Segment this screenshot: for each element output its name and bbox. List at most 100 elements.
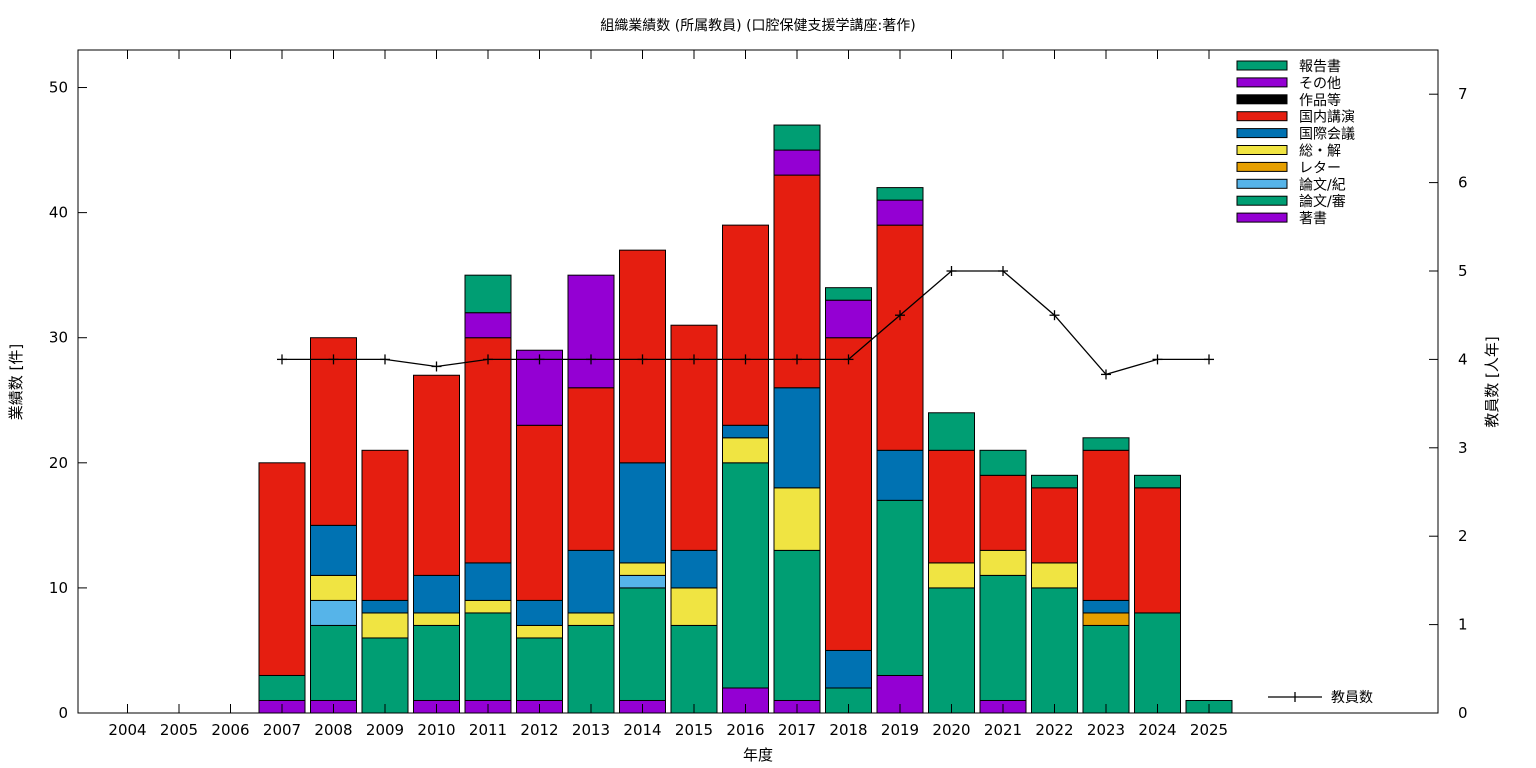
y-axis-title: 業績数 [件] xyxy=(7,344,25,420)
legend-label: 国際会議 xyxy=(1299,126,1355,143)
y2-tick-label: 6 xyxy=(1458,174,1468,192)
bar-segment xyxy=(516,599,563,626)
legend-swatch xyxy=(1236,111,1288,122)
bar-segment xyxy=(516,637,563,701)
bar-segment xyxy=(722,224,769,426)
line-point xyxy=(328,354,339,365)
line-point xyxy=(637,354,648,365)
bar-segment xyxy=(464,337,512,564)
bar-segment xyxy=(1082,449,1130,601)
bar-segment xyxy=(1031,587,1078,714)
x-tick-label: 2008 xyxy=(314,721,352,739)
bar-segment xyxy=(619,462,666,564)
legend-label: 国内講演 xyxy=(1299,110,1355,126)
legend-swatch xyxy=(1236,145,1288,155)
bar-segment xyxy=(979,549,1027,576)
bar-segment xyxy=(567,612,615,626)
legend-swatch xyxy=(1236,128,1288,139)
legend-item-line: 教員数 xyxy=(1268,690,1373,706)
x-tick-label: 2012 xyxy=(520,721,558,739)
legend-label: 報告書 xyxy=(1299,59,1341,75)
bar-segment xyxy=(979,574,1027,701)
bar-segment xyxy=(773,149,821,176)
line-point xyxy=(843,354,854,365)
bar-segment xyxy=(722,462,769,689)
bar-segment xyxy=(1082,624,1130,714)
legend-swatch xyxy=(1236,161,1288,172)
bar-segment xyxy=(361,449,409,601)
x-tick-label: 2013 xyxy=(572,721,610,739)
line-point xyxy=(689,354,699,365)
bar-segment xyxy=(464,274,512,314)
bar-segment xyxy=(310,624,357,701)
y2-tick-label: 0 xyxy=(1458,704,1468,722)
line-point xyxy=(1049,310,1060,321)
bar-segment xyxy=(310,337,357,526)
bar-segment xyxy=(876,449,924,501)
bar-segment xyxy=(670,324,718,551)
legend-label: 作品等 xyxy=(1299,92,1341,109)
line-layer xyxy=(277,266,1214,380)
bar-segment xyxy=(464,612,512,701)
bar-segment xyxy=(464,562,512,601)
y-tick-label: 0 xyxy=(58,704,68,722)
bar-segment xyxy=(773,387,821,489)
line-point xyxy=(431,361,442,372)
x-axis-title: 年度 xyxy=(743,746,773,764)
bar-segment xyxy=(413,374,460,576)
x-tick-label: 2017 xyxy=(778,721,816,739)
line-point xyxy=(740,354,751,365)
bar-segment xyxy=(1134,474,1181,489)
bar-segment xyxy=(773,487,821,551)
x-tick-label: 2019 xyxy=(881,721,919,739)
bar-segment xyxy=(619,574,666,589)
bar-segment xyxy=(928,449,975,564)
x-tick-label: 2015 xyxy=(675,721,713,739)
bar-segment xyxy=(825,299,872,339)
bar-segment xyxy=(876,199,924,226)
bar-segment xyxy=(619,587,666,701)
y-tick-label: 40 xyxy=(49,204,68,222)
legend-item: 著書 xyxy=(1236,211,1327,227)
bar-segment xyxy=(825,337,872,651)
x-tick-label: 2021 xyxy=(984,721,1022,739)
y2-tick-label: 2 xyxy=(1458,527,1468,545)
bar-segment xyxy=(1134,612,1181,714)
bar-segment xyxy=(928,587,975,714)
bar-segment xyxy=(1031,487,1078,564)
bar-segment xyxy=(619,562,666,576)
line-point xyxy=(998,266,1008,276)
bar-segment xyxy=(413,612,460,626)
bar-segment xyxy=(928,412,975,451)
legend-item: 国際会議 xyxy=(1236,126,1355,143)
legend-swatch xyxy=(1236,60,1288,71)
bar-segment xyxy=(464,312,512,339)
bar-segment xyxy=(310,599,357,626)
x-tick-label: 2007 xyxy=(263,721,301,739)
legend-item: 論文/紀 xyxy=(1236,177,1346,193)
y2-tick-label: 4 xyxy=(1458,350,1468,368)
x-tick-label: 2024 xyxy=(1138,721,1176,739)
bar-segment xyxy=(567,549,615,614)
bar-segment xyxy=(876,499,924,676)
line-point xyxy=(483,354,493,365)
x-tick-label: 2011 xyxy=(469,721,507,739)
bar-segment xyxy=(361,637,409,714)
legend-item: 報告書 xyxy=(1236,59,1341,75)
y-tick-label: 30 xyxy=(49,329,68,347)
legend-label: 著書 xyxy=(1299,211,1327,227)
x-tick-label: 2005 xyxy=(160,721,198,739)
bar-segment xyxy=(773,124,821,151)
x-tick-label: 2004 xyxy=(108,721,146,739)
bar-segment xyxy=(567,624,615,714)
bar-segment xyxy=(310,524,357,576)
legend-swatch xyxy=(1236,195,1288,206)
y-tick-label: 10 xyxy=(49,579,68,597)
bar-segment xyxy=(670,624,718,714)
legend-item: 論文/審 xyxy=(1236,194,1346,210)
bar-segment xyxy=(876,224,924,451)
bar-segment xyxy=(825,287,872,301)
legend-label: 教員数 xyxy=(1331,690,1373,706)
x-tick-label: 2025 xyxy=(1190,721,1228,739)
